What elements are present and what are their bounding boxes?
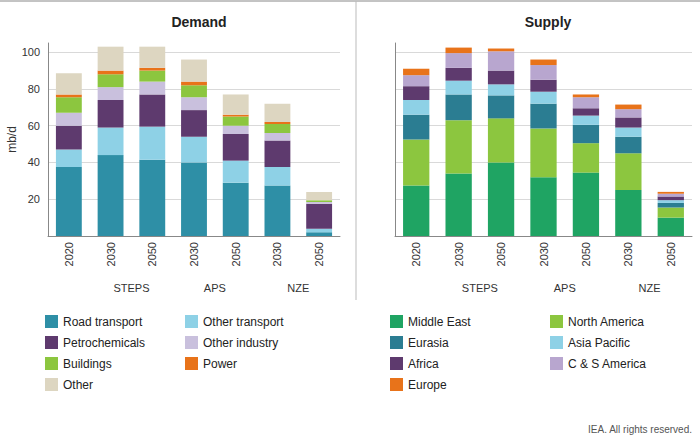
svg-text:2050: 2050 bbox=[146, 242, 158, 266]
svg-text:IEA. All rights reserved.: IEA. All rights reserved. bbox=[588, 424, 692, 435]
svg-text:Power: Power bbox=[203, 357, 237, 371]
svg-text:APS: APS bbox=[554, 282, 576, 294]
svg-text:Petrochemicals: Petrochemicals bbox=[63, 336, 145, 350]
svg-text:NZE: NZE bbox=[287, 282, 309, 294]
svg-text:2050: 2050 bbox=[580, 242, 592, 266]
svg-text:2050: 2050 bbox=[230, 242, 242, 266]
svg-text:mb/d: mb/d bbox=[5, 126, 19, 153]
svg-text:Other industry: Other industry bbox=[203, 336, 278, 350]
svg-text:2020: 2020 bbox=[63, 242, 75, 266]
svg-text:Africa: Africa bbox=[408, 357, 439, 371]
svg-text:2030: 2030 bbox=[271, 242, 283, 266]
svg-text:2030: 2030 bbox=[105, 242, 117, 266]
svg-text:40: 40 bbox=[28, 156, 40, 168]
svg-text:60: 60 bbox=[28, 120, 40, 132]
svg-text:2050: 2050 bbox=[665, 242, 677, 266]
svg-text:Demand: Demand bbox=[171, 14, 226, 30]
svg-text:Europe: Europe bbox=[408, 378, 447, 392]
svg-text:2030: 2030 bbox=[622, 242, 634, 266]
svg-text:C & S America: C & S America bbox=[568, 357, 646, 371]
svg-text:APS: APS bbox=[204, 282, 226, 294]
svg-text:2030: 2030 bbox=[453, 242, 465, 266]
svg-text:Eurasia: Eurasia bbox=[408, 336, 449, 350]
svg-text:2030: 2030 bbox=[538, 242, 550, 266]
svg-text:NZE: NZE bbox=[639, 282, 661, 294]
svg-text:STEPS: STEPS bbox=[462, 282, 498, 294]
svg-text:Middle East: Middle East bbox=[408, 315, 471, 329]
svg-text:Supply: Supply bbox=[525, 14, 572, 30]
svg-text:Road transport: Road transport bbox=[63, 315, 143, 329]
svg-text:2050: 2050 bbox=[495, 242, 507, 266]
svg-text:STEPS: STEPS bbox=[113, 282, 149, 294]
svg-text:80: 80 bbox=[28, 83, 40, 95]
svg-text:North America: North America bbox=[568, 315, 644, 329]
svg-text:Asia Pacific: Asia Pacific bbox=[568, 336, 630, 350]
svg-text:Other: Other bbox=[63, 378, 93, 392]
svg-text:20: 20 bbox=[28, 193, 40, 205]
svg-text:2030: 2030 bbox=[188, 242, 200, 266]
svg-text:Buildings: Buildings bbox=[63, 357, 112, 371]
svg-text:100: 100 bbox=[22, 46, 40, 58]
svg-text:2050: 2050 bbox=[313, 242, 325, 266]
svg-text:Other transport: Other transport bbox=[203, 315, 284, 329]
svg-text:2020: 2020 bbox=[410, 242, 422, 266]
